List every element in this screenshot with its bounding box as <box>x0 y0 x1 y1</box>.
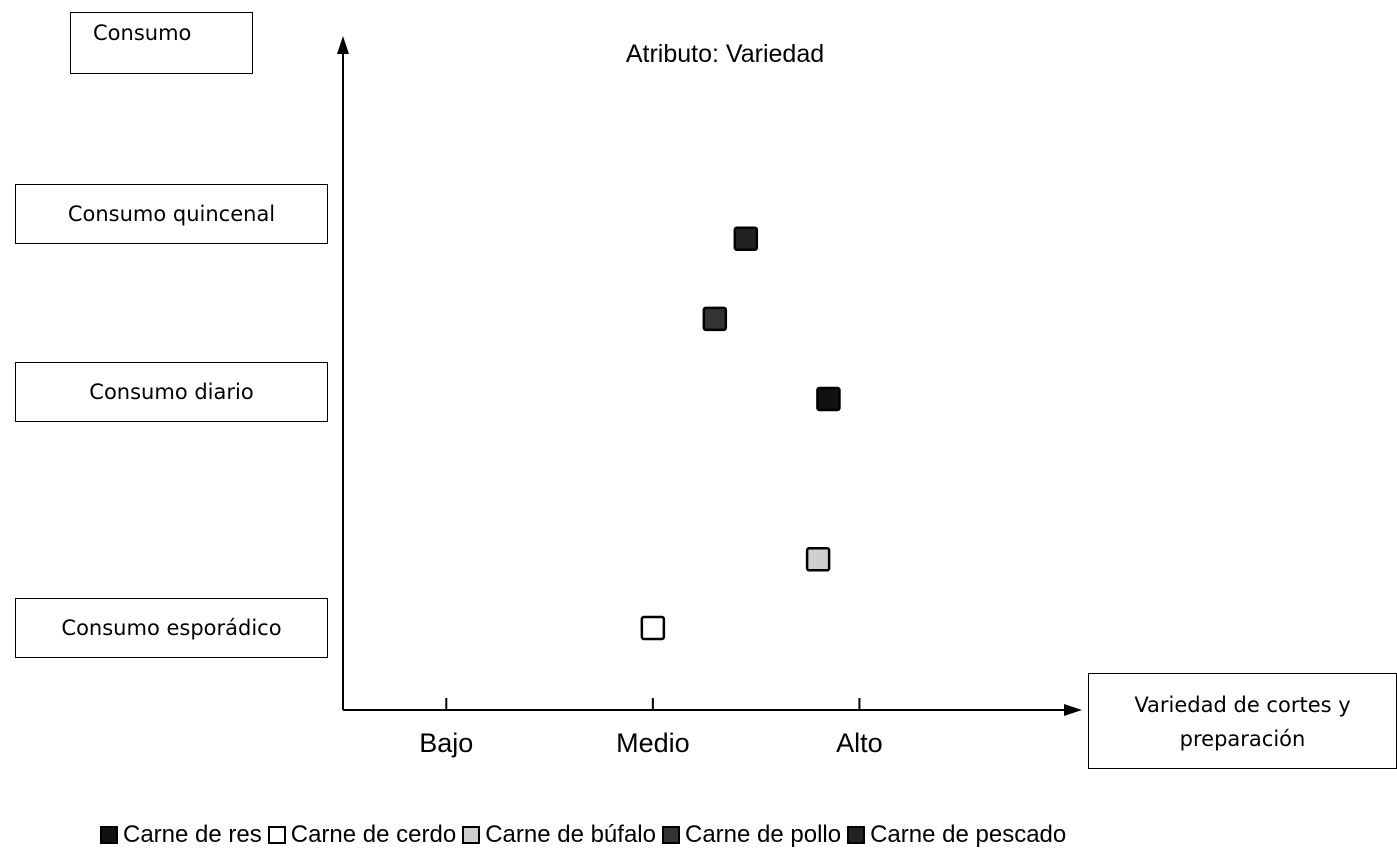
legend-swatch <box>847 826 866 844</box>
legend-label: Carne de pescado <box>870 821 1067 848</box>
legend-item: Carne de cerdo <box>267 821 457 849</box>
legend-label: Carne de cerdo <box>290 821 457 848</box>
x-tick-label: Bajo <box>419 728 473 758</box>
legend: Carne de res Carne de cerdo Carne de búfal… <box>100 818 1300 852</box>
legend-swatch <box>267 826 286 844</box>
x-tick-label: Alto <box>836 728 883 758</box>
legend-label: Carne de res <box>123 821 262 848</box>
y-category-diario: Consumo diario <box>15 362 328 422</box>
data-point <box>805 547 831 572</box>
data-point <box>702 306 728 332</box>
x-tick-label: Medio <box>616 728 690 758</box>
x-axis-arrowhead <box>1064 704 1082 716</box>
legend-item: Carne de res <box>100 821 262 849</box>
legend-swatch <box>462 826 481 844</box>
data-point <box>640 615 666 641</box>
legend-label: Carne de búfalo <box>485 821 656 848</box>
legend-item: Carne de pollo <box>661 821 842 849</box>
y-category-esporadico: Consumo esporádico <box>15 598 328 658</box>
legend-item: Carne de pescado <box>847 821 1066 849</box>
legend-swatch <box>661 826 680 844</box>
legend-label: Carne de pollo <box>684 821 842 848</box>
legend-item: Carne de búfalo <box>462 821 656 849</box>
data-point <box>816 386 841 412</box>
x-axis-label: Variedad de cortes y preparación <box>1088 673 1397 769</box>
y-category-quincenal: Consumo quincenal <box>15 184 328 244</box>
data-point <box>733 226 759 251</box>
y-axis-label: Consumo <box>70 12 253 74</box>
y-axis-arrowhead <box>337 36 349 54</box>
legend-swatch <box>100 826 118 844</box>
chart-title: Atributo: Variedad <box>625 40 825 68</box>
